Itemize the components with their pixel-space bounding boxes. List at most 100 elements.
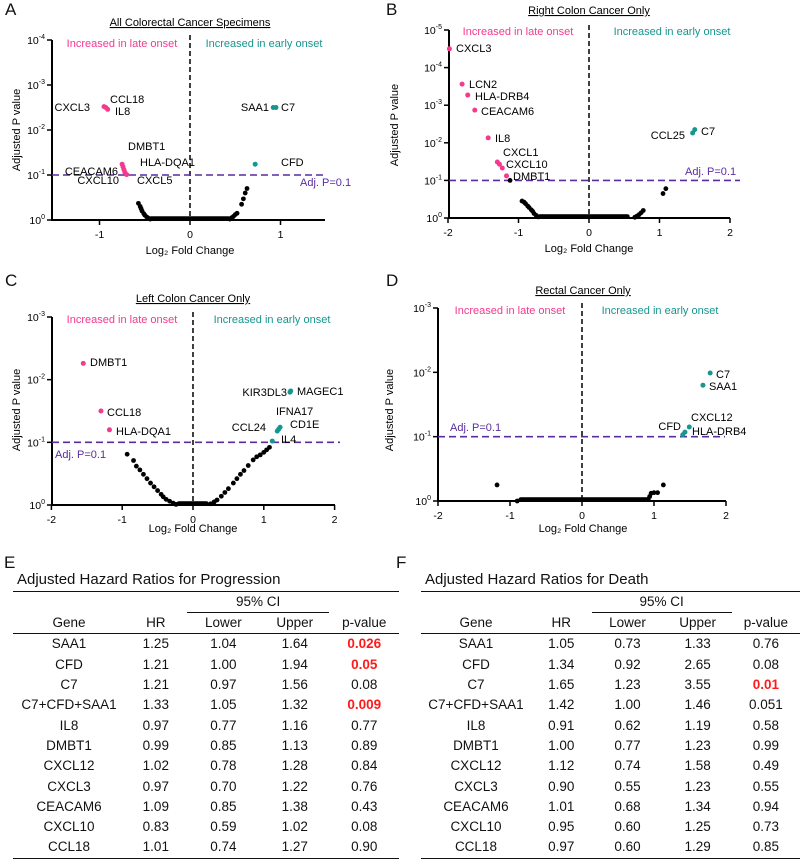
panel-title: Right Colon Cancer Only: [528, 5, 650, 17]
panel-title: Left Colon Cancer Only: [136, 293, 251, 305]
p-value-cell: 0.90: [329, 837, 399, 859]
table-title: Adjusted Hazard Ratios for Progression: [13, 571, 399, 592]
y-tick-exponent: -1: [39, 169, 45, 176]
y-axis-label: Adjusted P value: [384, 369, 396, 451]
ci-upper-cell: 1.28: [281, 758, 308, 774]
ci-lower-cell: 0.77: [210, 717, 237, 733]
nonsignificant-point: [244, 186, 250, 191]
table-row: CEACAM6 1.01 0.68 1.34 0.94: [421, 797, 800, 817]
gene-label: CCL25: [651, 130, 685, 142]
y-tick-label: 100: [426, 212, 442, 225]
x-axis-label: Log₂ Fold Change: [545, 243, 634, 255]
y-tick-exponent: -1: [425, 431, 431, 438]
hr-cell: 1.12: [548, 758, 575, 774]
nonsignificant-point: [663, 186, 669, 192]
x-axis-label: Log₂ Fold Change: [146, 245, 235, 257]
ci-upper-cell: 1.16: [281, 717, 308, 733]
gene-label: HLA-DQA1: [116, 426, 171, 438]
panel-letter-b: B: [386, 0, 398, 19]
ci-lower-cell: 0.68: [614, 798, 641, 814]
table-row: CEACAM6 1.09 0.85 1.38 0.43: [13, 797, 399, 817]
nonsignificant-point: [234, 210, 240, 216]
gene-cell: CXCL10: [450, 819, 502, 835]
y-tick-exponent: -1: [39, 436, 45, 443]
ci-upper-cell: 1.13: [281, 737, 308, 753]
gene-label: CXCL10: [506, 159, 548, 171]
hr-cell: 0.97: [142, 717, 169, 733]
nonsignificant-point: [155, 488, 161, 493]
significant-point-c7: [707, 370, 713, 376]
gene-label: DMBT1: [90, 357, 127, 369]
nonsignificant-point: [144, 476, 150, 482]
y-axis-label: Adjusted P value: [389, 84, 401, 166]
nonsignificant-point: [137, 467, 143, 473]
table-row: SAA1 1.05 0.73 1.33 0.76: [421, 634, 800, 655]
significant-point-cxcl12: [686, 424, 692, 430]
gene-label: CD1E: [290, 419, 319, 431]
ci-lower-cell: 0.85: [210, 798, 237, 814]
p-value-cell: 0.73: [752, 819, 780, 835]
gene-cell: C7: [60, 677, 78, 693]
p-value-cell: 0.05: [351, 656, 378, 672]
nonsignificant-point: [507, 178, 513, 183]
late-onset-label: Increased in late onset: [67, 38, 178, 50]
hr-cell: 1.09: [142, 798, 169, 814]
p-value-cell: 0.76: [752, 636, 780, 652]
y-tick-label: 10-1: [413, 431, 431, 444]
significant-point-cxcl10: [496, 161, 502, 167]
ci-header: 95% CI: [591, 592, 732, 613]
y-tick-exponent: -3: [39, 311, 45, 318]
ci-upper-cell: 1.34: [684, 798, 711, 814]
table-row: C7 1.65 1.23 3.55 0.01: [421, 675, 800, 695]
ci-lower-cell: 0.73: [614, 636, 641, 652]
gene-label: HLA-DRB4: [475, 91, 529, 103]
nonsignificant-point: [514, 498, 520, 504]
panel-letter-a: A: [5, 0, 17, 19]
nonsignificant-point: [242, 190, 248, 196]
hr-cell: 1.05: [548, 636, 575, 652]
gene-label: DMBT1: [128, 141, 165, 153]
hr-cell: 1.65: [548, 677, 575, 693]
nonsignificant-point: [141, 471, 146, 477]
hr-cell: 0.83: [142, 819, 169, 835]
nonsignificant-point: [208, 501, 214, 507]
nonsignificant-point: [238, 471, 243, 477]
gene-cell: C7+CFD+SAA1: [21, 697, 117, 713]
x-axis-label: Log₂ Fold Change: [149, 523, 238, 535]
table-row: C7 1.21 0.97 1.56 0.08: [13, 675, 399, 695]
significant-point-saa1: [700, 382, 706, 388]
y-tick-exponent: -4: [39, 34, 45, 41]
gene-cell: CXCL3: [47, 778, 91, 794]
gene-label: C7: [281, 102, 295, 114]
y-tick-exponent: 0: [427, 495, 431, 502]
volcano-plots: All Colorectal Cancer Specimens Increased…: [11, 5, 746, 535]
significant-point-il4: [269, 438, 275, 444]
nonsignificant-point: [257, 452, 263, 458]
y-tick-label: 10-3: [424, 99, 442, 112]
ci-upper-cell: 1.02: [281, 819, 308, 835]
significant-point-il8: [485, 135, 491, 141]
significant-point-c7: [692, 127, 698, 133]
significant-point-ccl18: [98, 408, 104, 414]
table-row: CFD 1.34 0.92 2.65 0.08: [421, 655, 800, 675]
column-header: HR: [530, 612, 592, 635]
hr-cell: 1.33: [142, 697, 169, 713]
column-header: Gene: [13, 612, 125, 635]
ci-lower-cell: 0.60: [591, 837, 664, 859]
y-tick-label: 10-4: [27, 34, 45, 47]
x-tick-label: 0: [579, 510, 585, 522]
nonsignificant-point: [651, 490, 657, 496]
significant-point-cxcl3: [446, 46, 452, 52]
significant-point-ceacam6: [472, 107, 478, 113]
nonsignificant-point: [239, 201, 244, 207]
gene-cell: SAA1: [51, 636, 87, 652]
early-onset-label: Increased in early onset: [206, 38, 323, 50]
column-header: p-value: [329, 612, 399, 635]
early-onset-label: Increased in early onset: [602, 305, 719, 317]
gene-cell: CFD: [55, 656, 83, 672]
ci-upper-cell: 1.46: [684, 697, 711, 713]
gene-label: CFD: [281, 157, 304, 169]
nonsignificant-point: [655, 490, 660, 496]
x-tick-label: -1: [505, 510, 514, 522]
p-value-cell: 0.08: [351, 677, 378, 693]
